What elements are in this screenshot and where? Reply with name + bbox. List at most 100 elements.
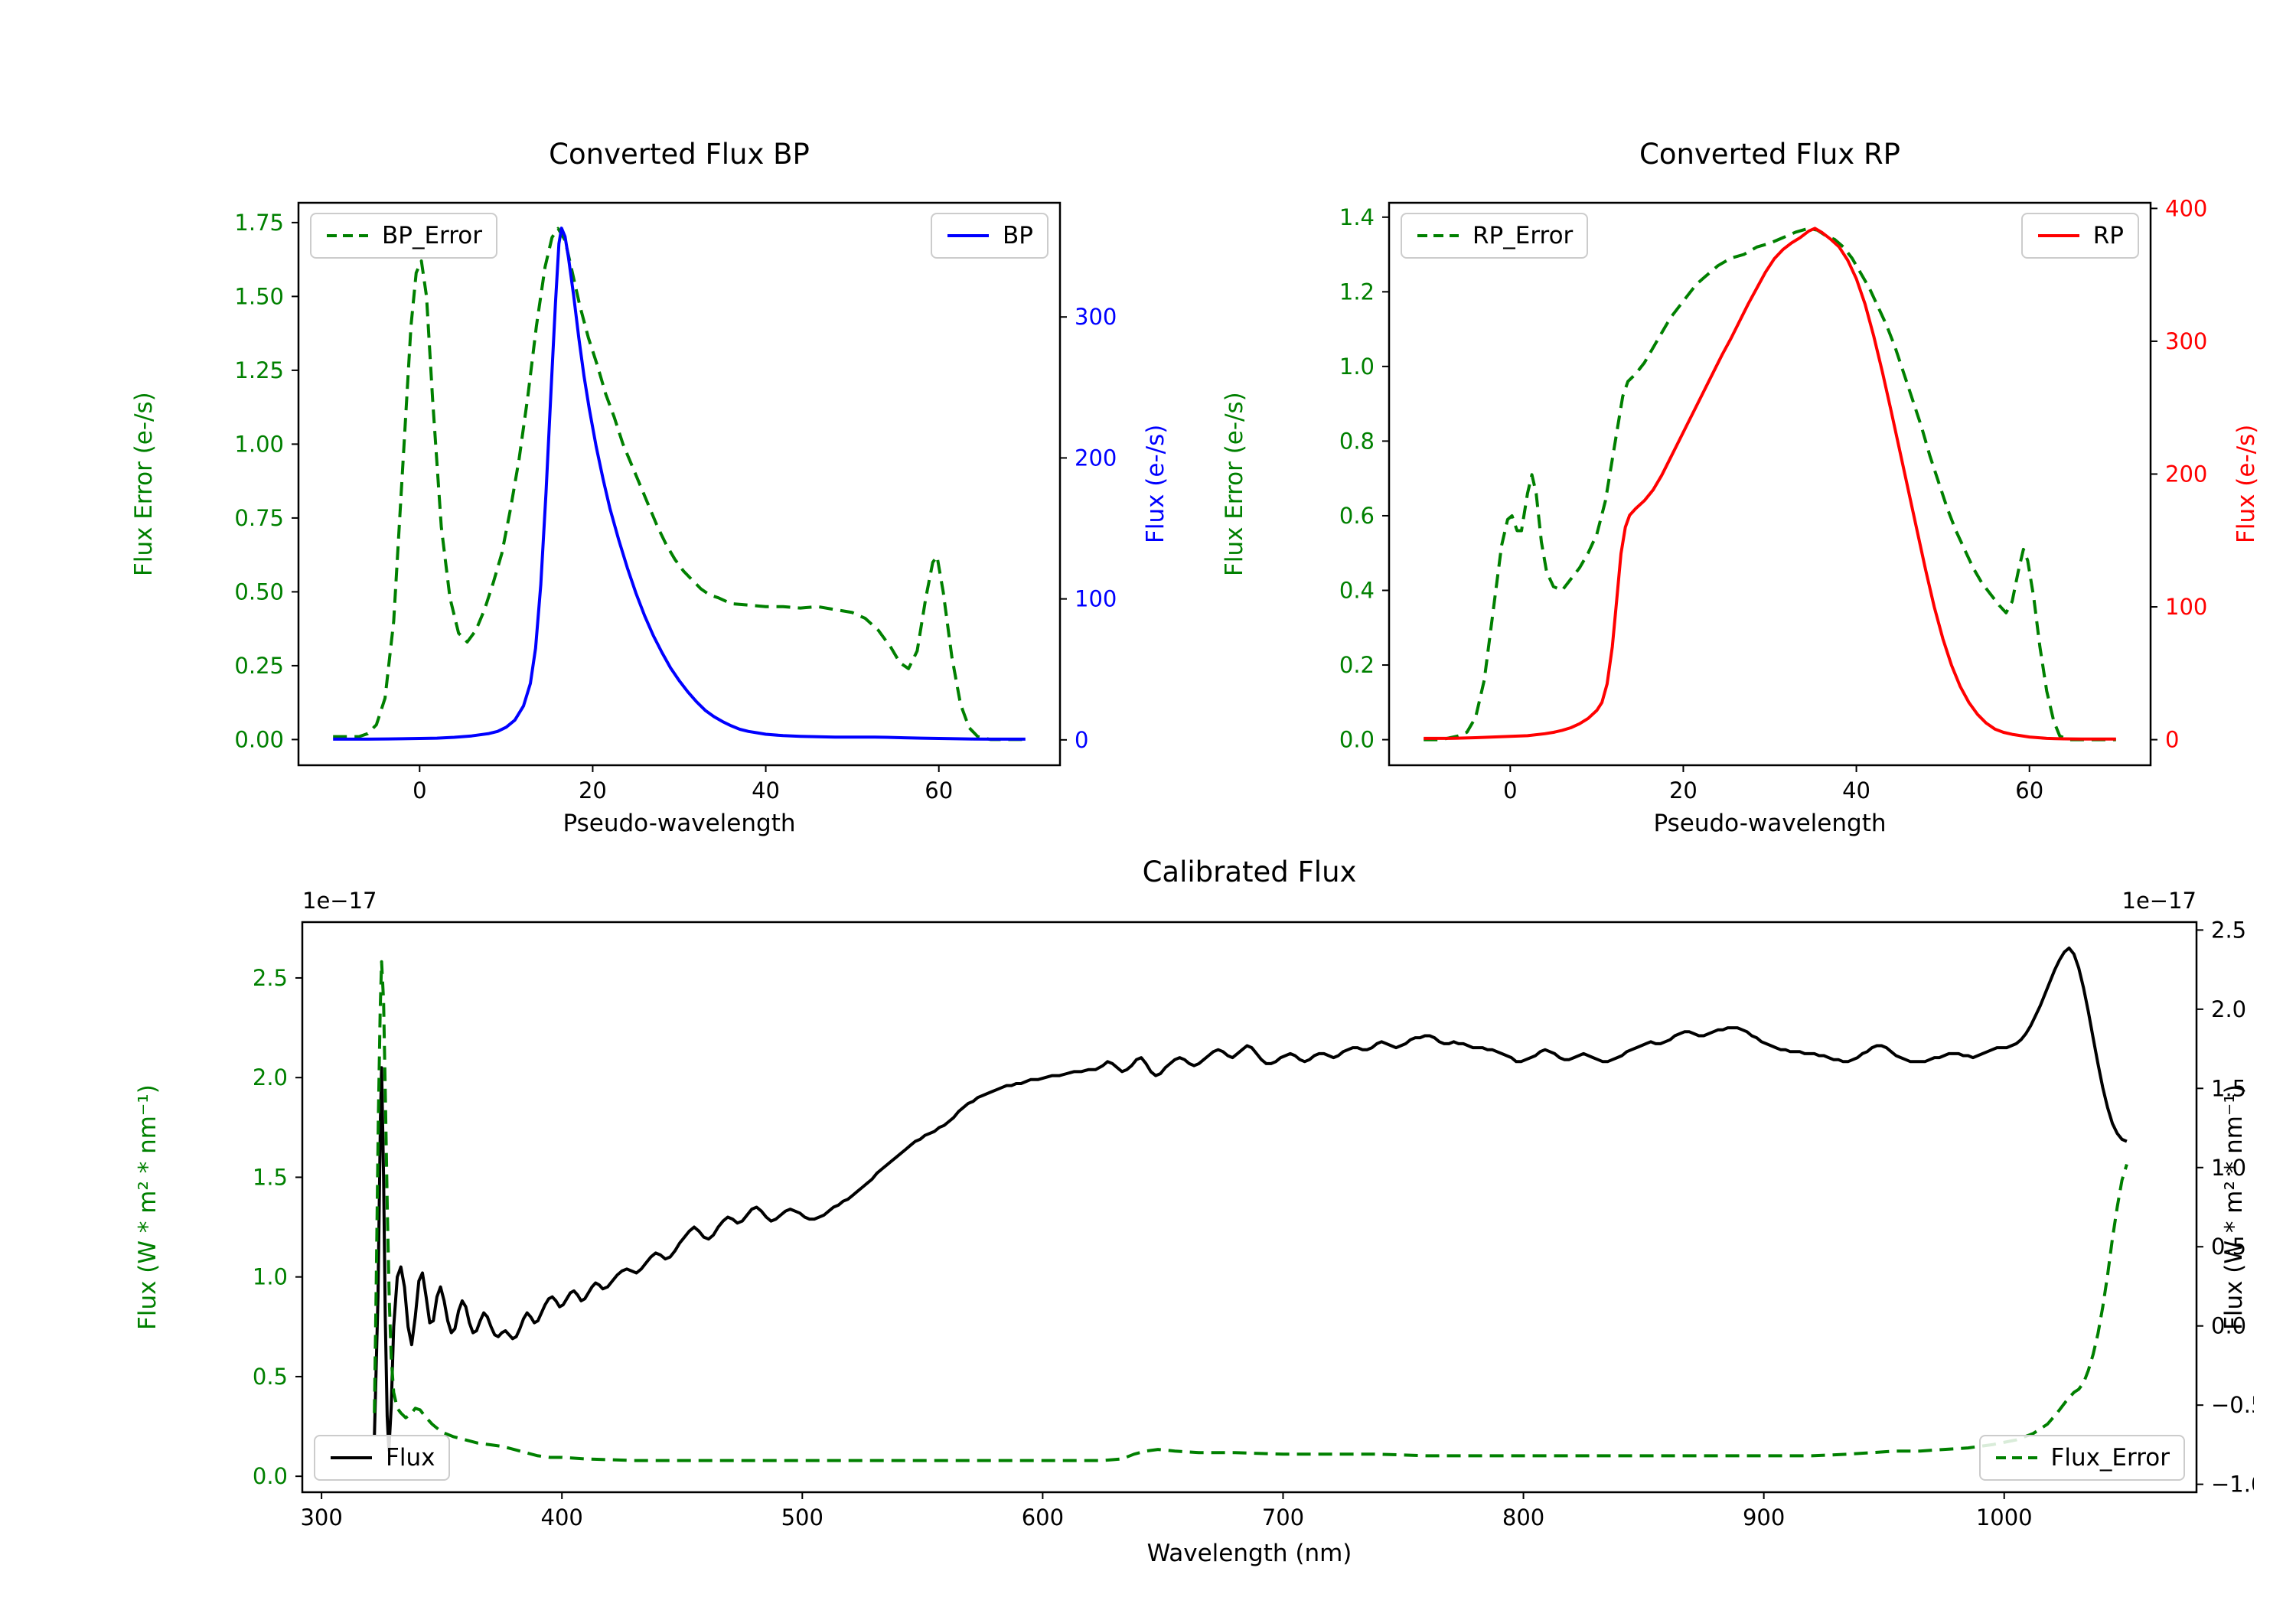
left-y-tick-label: 0.75 — [234, 505, 284, 531]
bp-series-bp — [333, 227, 1026, 741]
x-tick-label: 700 — [1262, 1504, 1304, 1530]
x-tick-label: 300 — [300, 1504, 342, 1530]
right-y-tick-label: 1.0 — [2211, 1155, 2246, 1181]
calibrated-right-axis-label: Flux (W * m² * nm⁻¹) — [2220, 1084, 2248, 1330]
bp-error-legend-label: BP_Error — [382, 222, 483, 249]
left-y-tick-label: 0.0 — [253, 1463, 288, 1489]
left-y-tick-label: 1.2 — [1339, 279, 1375, 305]
x-tick-label: 400 — [541, 1504, 583, 1530]
rp-series-rp — [1424, 227, 2116, 741]
right-y-tick-label: −0.5 — [2211, 1392, 2254, 1418]
right-y-tick-label: 300 — [1075, 304, 1117, 330]
left-y-tick-label: 1.50 — [234, 283, 284, 309]
rp-right-axis-label: Flux (e-/s) — [2232, 424, 2260, 544]
rp-legend-label: RP — [2092, 222, 2124, 249]
x-tick-label: 40 — [752, 777, 780, 804]
bp-error-legend-line-icon — [327, 234, 368, 237]
axes-border — [1388, 201, 2152, 767]
subplot-calibrated: 300 400 500 600 700 800 900 1000 0.0 0.5 1.0 1.5 2.0… — [119, 819, 2254, 1584]
left-y-tick-label: 0.00 — [234, 726, 284, 752]
right-y-tick-label: 0.0 — [2211, 1313, 2246, 1339]
x-tick-label: 900 — [1743, 1504, 1785, 1530]
flux-error-legend-label: Flux_Error — [2050, 1444, 2170, 1472]
right-y-tick-label: 400 — [2165, 195, 2207, 221]
right-y-tick-label: 2.5 — [2211, 917, 2246, 943]
flux-error-legend: Flux_Error — [1978, 1435, 2185, 1481]
left-y-tick-label: 1.5 — [253, 1164, 288, 1190]
cal-series-flux — [373, 946, 2128, 1452]
right-y-tick-label: 0 — [2165, 727, 2179, 753]
rp-x-axis-label: Pseudo-wavelength — [1653, 810, 1887, 837]
left-axis-offset-text: 1e−17 — [302, 888, 377, 914]
right-y-tick-label: −1.0 — [2211, 1472, 2254, 1498]
flux-legend-label: Flux — [386, 1444, 435, 1472]
calibrated-plot-title: Calibrated Flux — [1142, 856, 1357, 888]
right-y-tick-label: 0 — [1075, 727, 1088, 753]
calibrated-chart-canvas: 300 400 500 600 700 800 900 1000 0.0 0.5 1.0 1.5 2.0… — [253, 917, 2254, 1530]
left-y-tick-label: 0.5 — [253, 1364, 288, 1390]
right-y-tick-label: 200 — [1075, 445, 1117, 471]
x-tick-label: 600 — [1022, 1504, 1064, 1530]
rp-legend: RP — [2020, 213, 2139, 259]
bp-left-axis-label: Flux Error (e-/s) — [130, 392, 158, 576]
right-y-tick-label: 100 — [1075, 586, 1117, 612]
x-tick-label: 800 — [1502, 1504, 1544, 1530]
flux-error-legend-line-icon — [1995, 1456, 2037, 1459]
subplot-bp: 0 20 40 60 0.00 0.25 0.50 0.75 1.00 1.25 1.50 1.75 0… — [115, 99, 1202, 957]
rp-legend-line-icon — [2037, 234, 2079, 237]
x-tick-label: 500 — [781, 1504, 823, 1530]
left-y-tick-label: 2.5 — [253, 965, 288, 991]
x-tick-label: 60 — [925, 777, 953, 804]
left-y-tick-label: 1.25 — [234, 357, 284, 383]
rp-chart-canvas: 0 20 40 60 0.0 0.2 0.4 0.6 0.8 1.0 1.2 1.4 0 100 200 30… — [1339, 195, 2207, 804]
left-y-tick-label: 1.75 — [234, 210, 284, 236]
bp-x-axis-label: Pseudo-wavelength — [563, 810, 796, 837]
left-y-tick-label: 0.25 — [234, 653, 284, 679]
x-tick-label: 20 — [579, 777, 607, 804]
right-axis-offset-text: 1e−17 — [2122, 888, 2197, 914]
left-y-tick-label: 0.50 — [234, 579, 284, 605]
left-y-tick-label: 0.2 — [1339, 652, 1375, 678]
flux-legend: Flux — [314, 1435, 451, 1481]
left-y-tick-label: 0.4 — [1339, 578, 1375, 604]
right-y-tick-label: 200 — [2165, 461, 2207, 487]
left-y-tick-label: 1.0 — [253, 1264, 288, 1290]
bp-plot-title: Converted Flux BP — [549, 138, 810, 171]
calibrated-left-axis-label: Flux (W * m² * nm⁻¹) — [134, 1084, 161, 1330]
x-tick-label: 0 — [413, 777, 426, 804]
left-y-tick-label: 0.8 — [1339, 428, 1375, 454]
bp-legend: BP — [931, 213, 1049, 259]
bp-error-legend: BP_Error — [310, 213, 498, 259]
right-y-tick-label: 300 — [2165, 328, 2207, 354]
rp-left-axis-label: Flux Error (e-/s) — [1221, 392, 1248, 576]
bp-legend-label: BP — [1003, 222, 1033, 249]
bp-series-bp_error — [333, 227, 1026, 742]
x-tick-label: 60 — [2015, 777, 2043, 804]
rp-error-legend-line-icon — [1417, 234, 1459, 237]
left-y-tick-label: 1.00 — [234, 431, 284, 457]
rp-error-legend-label: RP_Error — [1473, 222, 1574, 249]
x-tick-label: 40 — [1842, 777, 1870, 804]
left-y-tick-label: 1.0 — [1339, 354, 1375, 380]
left-y-tick-label: 0.6 — [1339, 503, 1375, 529]
flux-legend-line-icon — [331, 1456, 372, 1459]
right-y-tick-label: 2.0 — [2211, 996, 2246, 1022]
bp-chart-canvas: 0 20 40 60 0.00 0.25 0.50 0.75 1.00 1.25 1.50 1.75 0… — [234, 201, 1117, 804]
right-y-tick-label: 1.5 — [2211, 1075, 2246, 1101]
right-y-tick-label: 100 — [2165, 594, 2207, 620]
rp-series-rp_error — [1424, 227, 2116, 742]
left-y-tick-label: 1.4 — [1339, 204, 1375, 230]
rp-error-legend: RP_Error — [1401, 213, 1589, 259]
x-tick-label: 20 — [1669, 777, 1698, 804]
left-y-tick-label: 0.0 — [1339, 727, 1375, 753]
cal-series-flux_error — [373, 960, 2128, 1462]
bp-right-axis-label: Flux (e-/s) — [1142, 424, 1169, 544]
rp-plot-title: Converted Flux RP — [1639, 138, 1900, 171]
subplot-rp: 0 20 40 60 0.0 0.2 0.4 0.6 0.8 1.0 1.2 1.4 0 100 200 30… — [1205, 99, 2292, 957]
x-tick-label: 0 — [1503, 777, 1517, 804]
axes-border — [297, 201, 1062, 767]
x-tick-label: 1000 — [1976, 1504, 2033, 1530]
left-y-tick-label: 2.0 — [253, 1064, 288, 1090]
calibrated-x-axis-label: Wavelength (nm) — [1146, 1540, 1352, 1567]
